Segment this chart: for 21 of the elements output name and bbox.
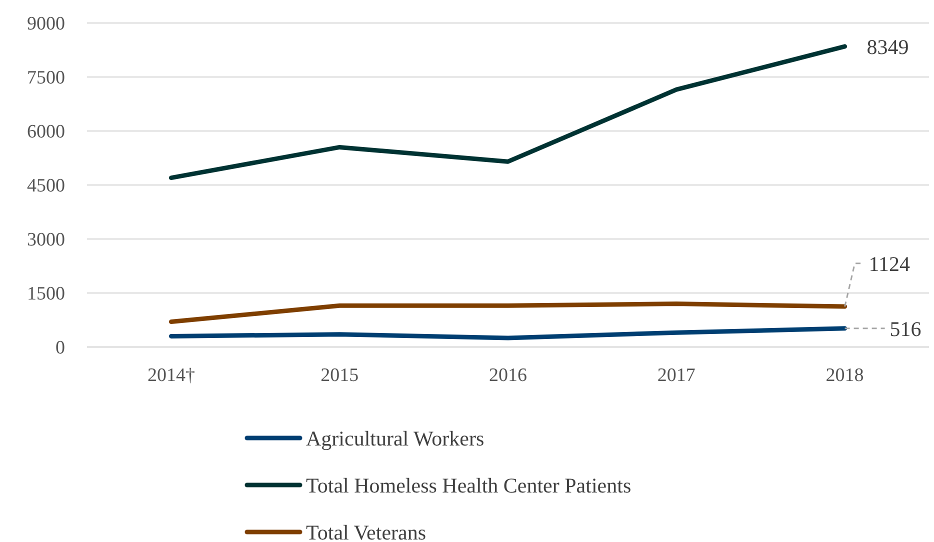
legend-label: Total Veterans xyxy=(306,520,426,542)
y-tick-label: 4500 xyxy=(27,176,65,197)
y-tick-label: 7500 xyxy=(27,68,65,89)
legend-label: Agricultural Workers xyxy=(306,426,484,450)
line-series xyxy=(168,44,848,180)
line-series xyxy=(168,302,848,324)
y-tick-label: 9000 xyxy=(27,14,65,35)
y-tick-label: 6000 xyxy=(27,122,65,143)
x-tick-label: 2018 xyxy=(826,365,864,386)
x-tick-label: 2014† xyxy=(147,365,195,386)
y-tick-label: 0 xyxy=(56,338,65,359)
data-label: 8349 xyxy=(866,34,909,59)
x-tick-label: 2016 xyxy=(489,365,527,386)
legend-label: Total Homeless Health Center Patients xyxy=(306,473,632,498)
line-series xyxy=(168,326,848,340)
y-tick-label: 1500 xyxy=(27,284,65,305)
x-tick-label: 2015 xyxy=(320,365,359,386)
data-label: 1124 xyxy=(868,252,911,276)
y-tick-label: 3000 xyxy=(27,230,65,251)
data-label: 516 xyxy=(890,316,922,341)
x-tick-label: 2017 xyxy=(657,365,696,386)
